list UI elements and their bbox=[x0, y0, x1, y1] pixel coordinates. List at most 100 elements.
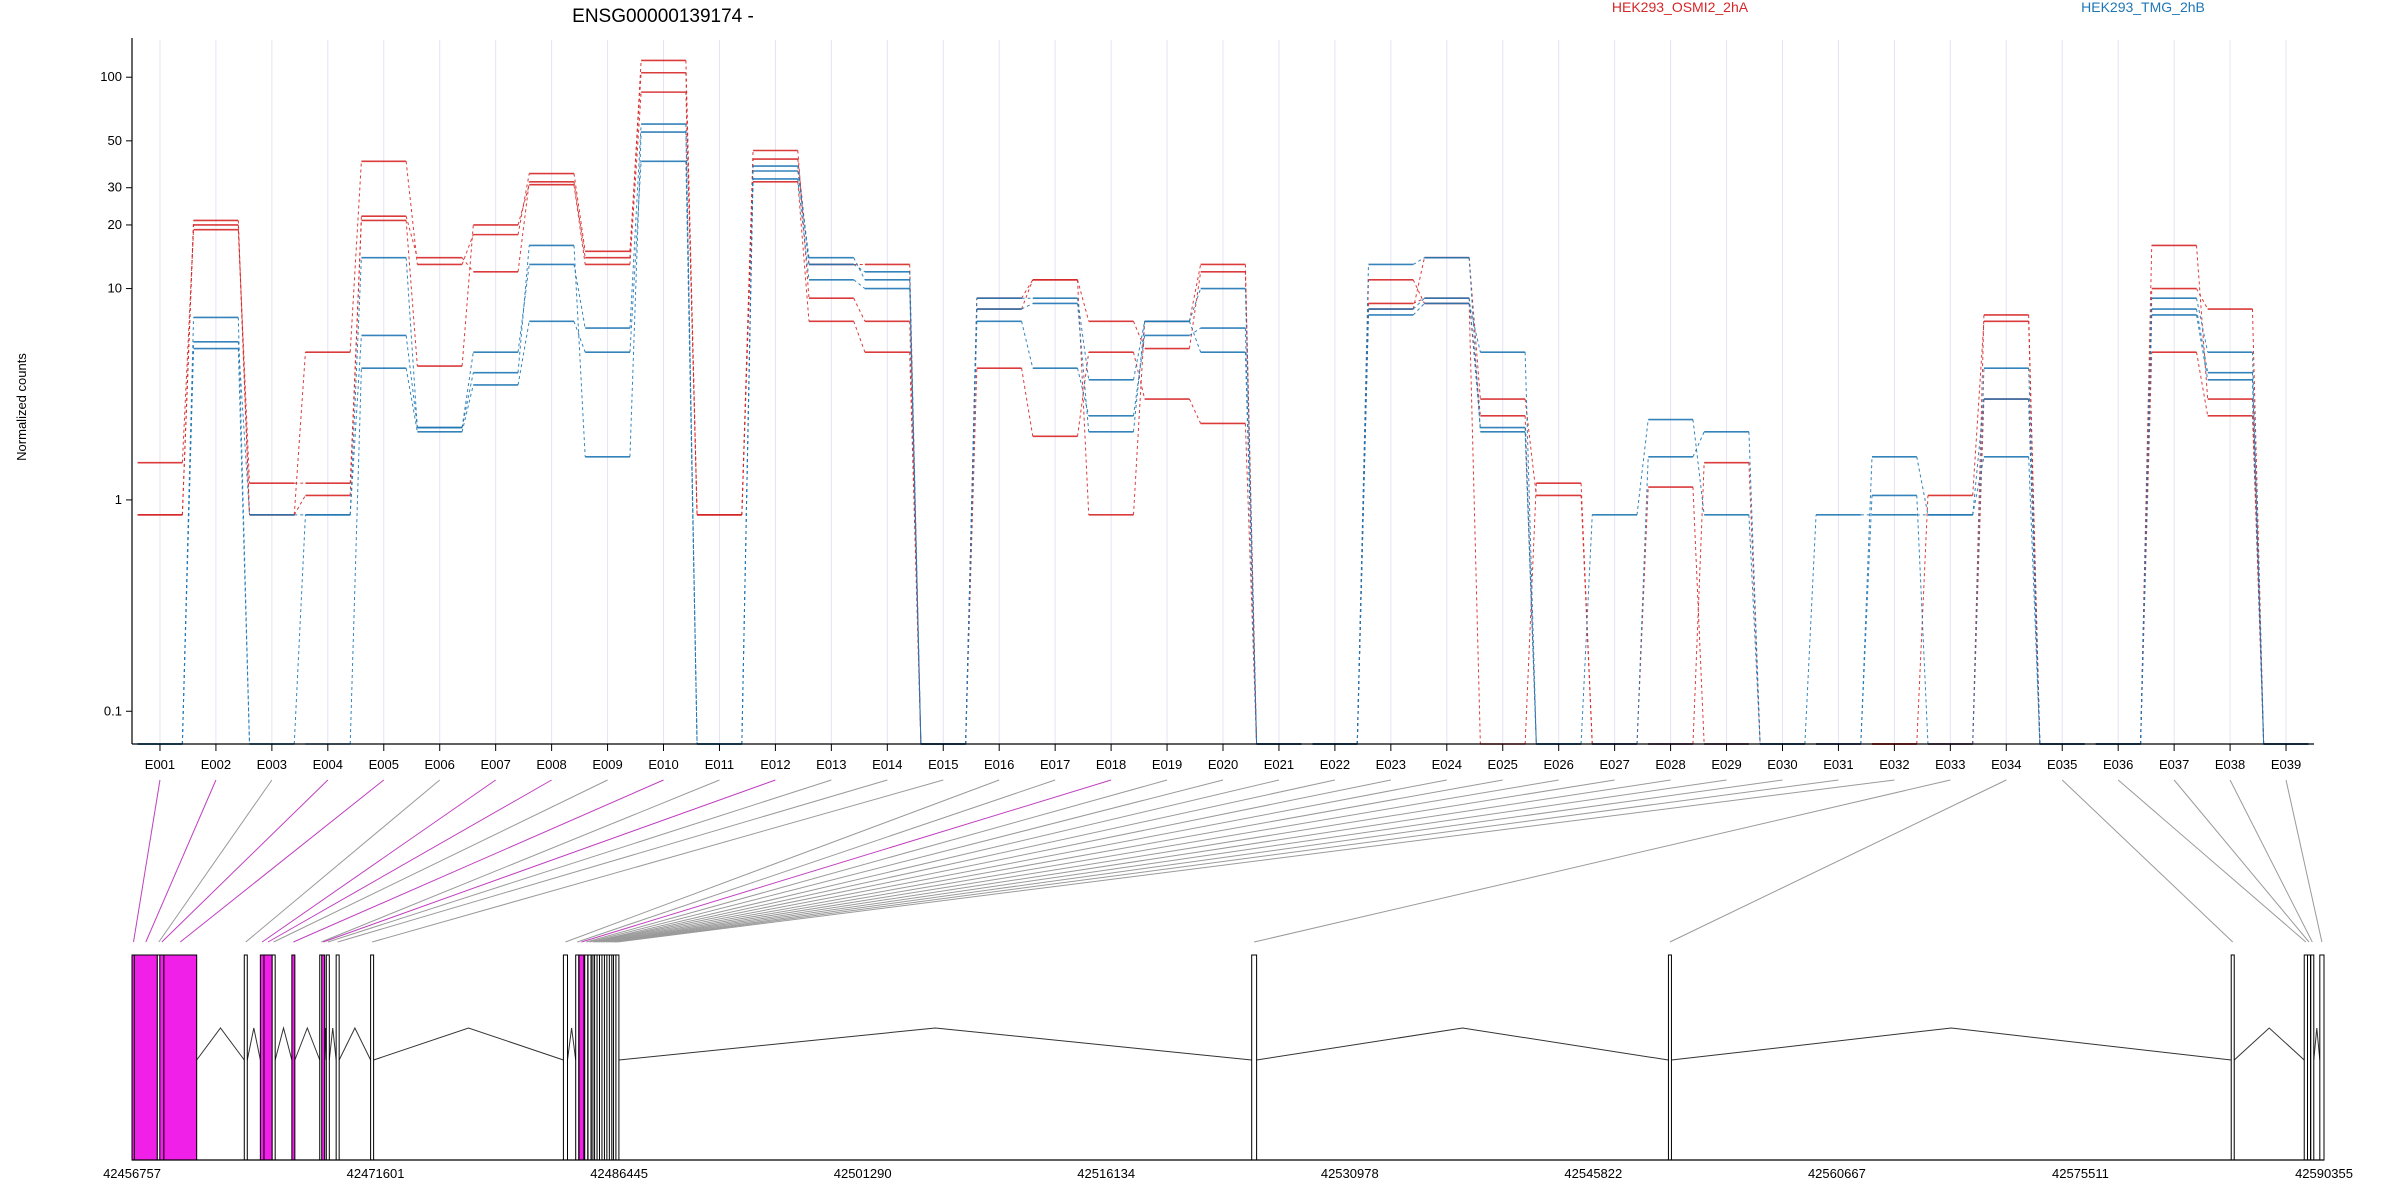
y-axis: 0.1 1 10 20 30 50 100 bbox=[100, 38, 133, 744]
exon-box bbox=[2310, 954, 2315, 1161]
exon-label: E006 bbox=[425, 757, 455, 772]
series-connector bbox=[237, 229, 250, 484]
intron-line bbox=[1671, 1027, 2232, 1061]
series-connector bbox=[461, 224, 474, 367]
exon-connector bbox=[589, 779, 1224, 943]
series-connector bbox=[573, 181, 586, 258]
exon-box bbox=[259, 954, 265, 1161]
series-connector bbox=[237, 341, 250, 515]
intron-line bbox=[618, 1027, 1252, 1061]
series-connector bbox=[2196, 245, 2209, 400]
exon-label: E033 bbox=[1935, 757, 1965, 772]
y-tick-label: 20 bbox=[108, 217, 122, 232]
intron-line bbox=[1256, 1027, 1669, 1061]
x-axis: E001 E002 E003 E004 E005 E006 E007 E008 E009 E010… bbox=[132, 743, 2314, 772]
series-connector bbox=[1636, 419, 1649, 515]
series-connector bbox=[1077, 279, 1090, 322]
plot-grid bbox=[159, 40, 2287, 744]
series-connector bbox=[349, 368, 362, 745]
exon-connector bbox=[610, 779, 1727, 943]
exon-connector bbox=[267, 779, 552, 943]
intron-line bbox=[2233, 1027, 2305, 1061]
exon-connector bbox=[371, 779, 944, 943]
series-connector bbox=[629, 132, 642, 457]
series-connector bbox=[1412, 303, 1425, 316]
exon-label: E030 bbox=[1767, 757, 1797, 772]
series-connector bbox=[293, 495, 306, 516]
series-connector bbox=[1021, 368, 1034, 437]
series-connector bbox=[1860, 456, 1873, 745]
exon-connector bbox=[179, 779, 385, 943]
exon-connector bbox=[581, 779, 1112, 943]
exon-label: E012 bbox=[760, 757, 790, 772]
exon-box bbox=[159, 954, 165, 1161]
exon-label: E035 bbox=[2047, 757, 2077, 772]
series-connector bbox=[2140, 245, 2153, 745]
series-connector bbox=[405, 161, 418, 265]
series-connector bbox=[965, 309, 978, 745]
exon-connector bbox=[321, 779, 720, 943]
series-connector bbox=[1972, 314, 1985, 745]
exon-label: E037 bbox=[2159, 757, 2189, 772]
exon-label: E016 bbox=[984, 757, 1014, 772]
series-connector bbox=[1972, 399, 1985, 745]
series-connector bbox=[405, 257, 418, 428]
series-connector bbox=[1021, 303, 1033, 310]
exon-box bbox=[1251, 954, 1258, 1161]
exon-connector bbox=[327, 779, 832, 943]
exon-label: E023 bbox=[1376, 757, 1406, 772]
series-6 bbox=[137, 131, 2309, 745]
exon-label: E028 bbox=[1655, 757, 1685, 772]
exon-connector bbox=[608, 779, 1671, 943]
series-connector bbox=[1972, 368, 1985, 745]
series-connector bbox=[1972, 456, 1985, 515]
coord-tick-label: 42516134 bbox=[1077, 1166, 1135, 1181]
series-connector bbox=[237, 317, 250, 745]
coord-tick-label: 42560667 bbox=[1808, 1166, 1866, 1181]
intron-line bbox=[2313, 1027, 2321, 1061]
exon-connector bbox=[2285, 779, 2323, 943]
series-connector bbox=[293, 352, 306, 515]
exon-box bbox=[2319, 954, 2325, 1161]
series-connector bbox=[1413, 297, 1425, 304]
series-connector bbox=[1188, 288, 1202, 322]
exon-connector bbox=[158, 779, 273, 943]
intron-line bbox=[246, 1027, 261, 1061]
exon-connector bbox=[273, 779, 608, 943]
coord-tick-label: 42590355 bbox=[2295, 1166, 2353, 1181]
exon-connector bbox=[605, 779, 1615, 943]
exon-connector bbox=[577, 779, 1056, 943]
series-connector bbox=[181, 229, 195, 463]
series-connector bbox=[237, 224, 250, 515]
exon-label: E015 bbox=[928, 757, 958, 772]
series-connector bbox=[853, 298, 866, 322]
exon-box bbox=[133, 954, 158, 1161]
series-connector bbox=[1748, 431, 1761, 745]
series-connector bbox=[2196, 314, 2209, 380]
series-connector bbox=[1356, 314, 1369, 745]
legend-entry-tmg: HEK293_TMG_2hB bbox=[2081, 0, 2205, 15]
exon-label: E034 bbox=[1991, 757, 2021, 772]
series-connector bbox=[2251, 352, 2265, 745]
series-connector bbox=[1077, 298, 1090, 380]
series-connector bbox=[1692, 462, 1705, 745]
series-connector bbox=[1524, 431, 1537, 745]
series-connector bbox=[2251, 379, 2265, 745]
exon-connector bbox=[595, 779, 1391, 943]
series-connector bbox=[741, 170, 754, 745]
series-connector bbox=[1188, 264, 1202, 322]
gene-model bbox=[131, 954, 2325, 1161]
exon-box bbox=[1667, 954, 1672, 1161]
exon-connector bbox=[614, 779, 1839, 943]
series-connector bbox=[629, 124, 642, 329]
series-connector bbox=[685, 92, 698, 515]
series-connector bbox=[2140, 352, 2153, 745]
series-connector bbox=[1692, 487, 1705, 745]
exon-connector-lines bbox=[133, 779, 2323, 943]
exon-box bbox=[325, 954, 330, 1161]
series-connector bbox=[1077, 368, 1090, 416]
exon-connector bbox=[617, 779, 1895, 943]
exon-connector bbox=[145, 779, 217, 943]
series-connector bbox=[1077, 303, 1090, 432]
